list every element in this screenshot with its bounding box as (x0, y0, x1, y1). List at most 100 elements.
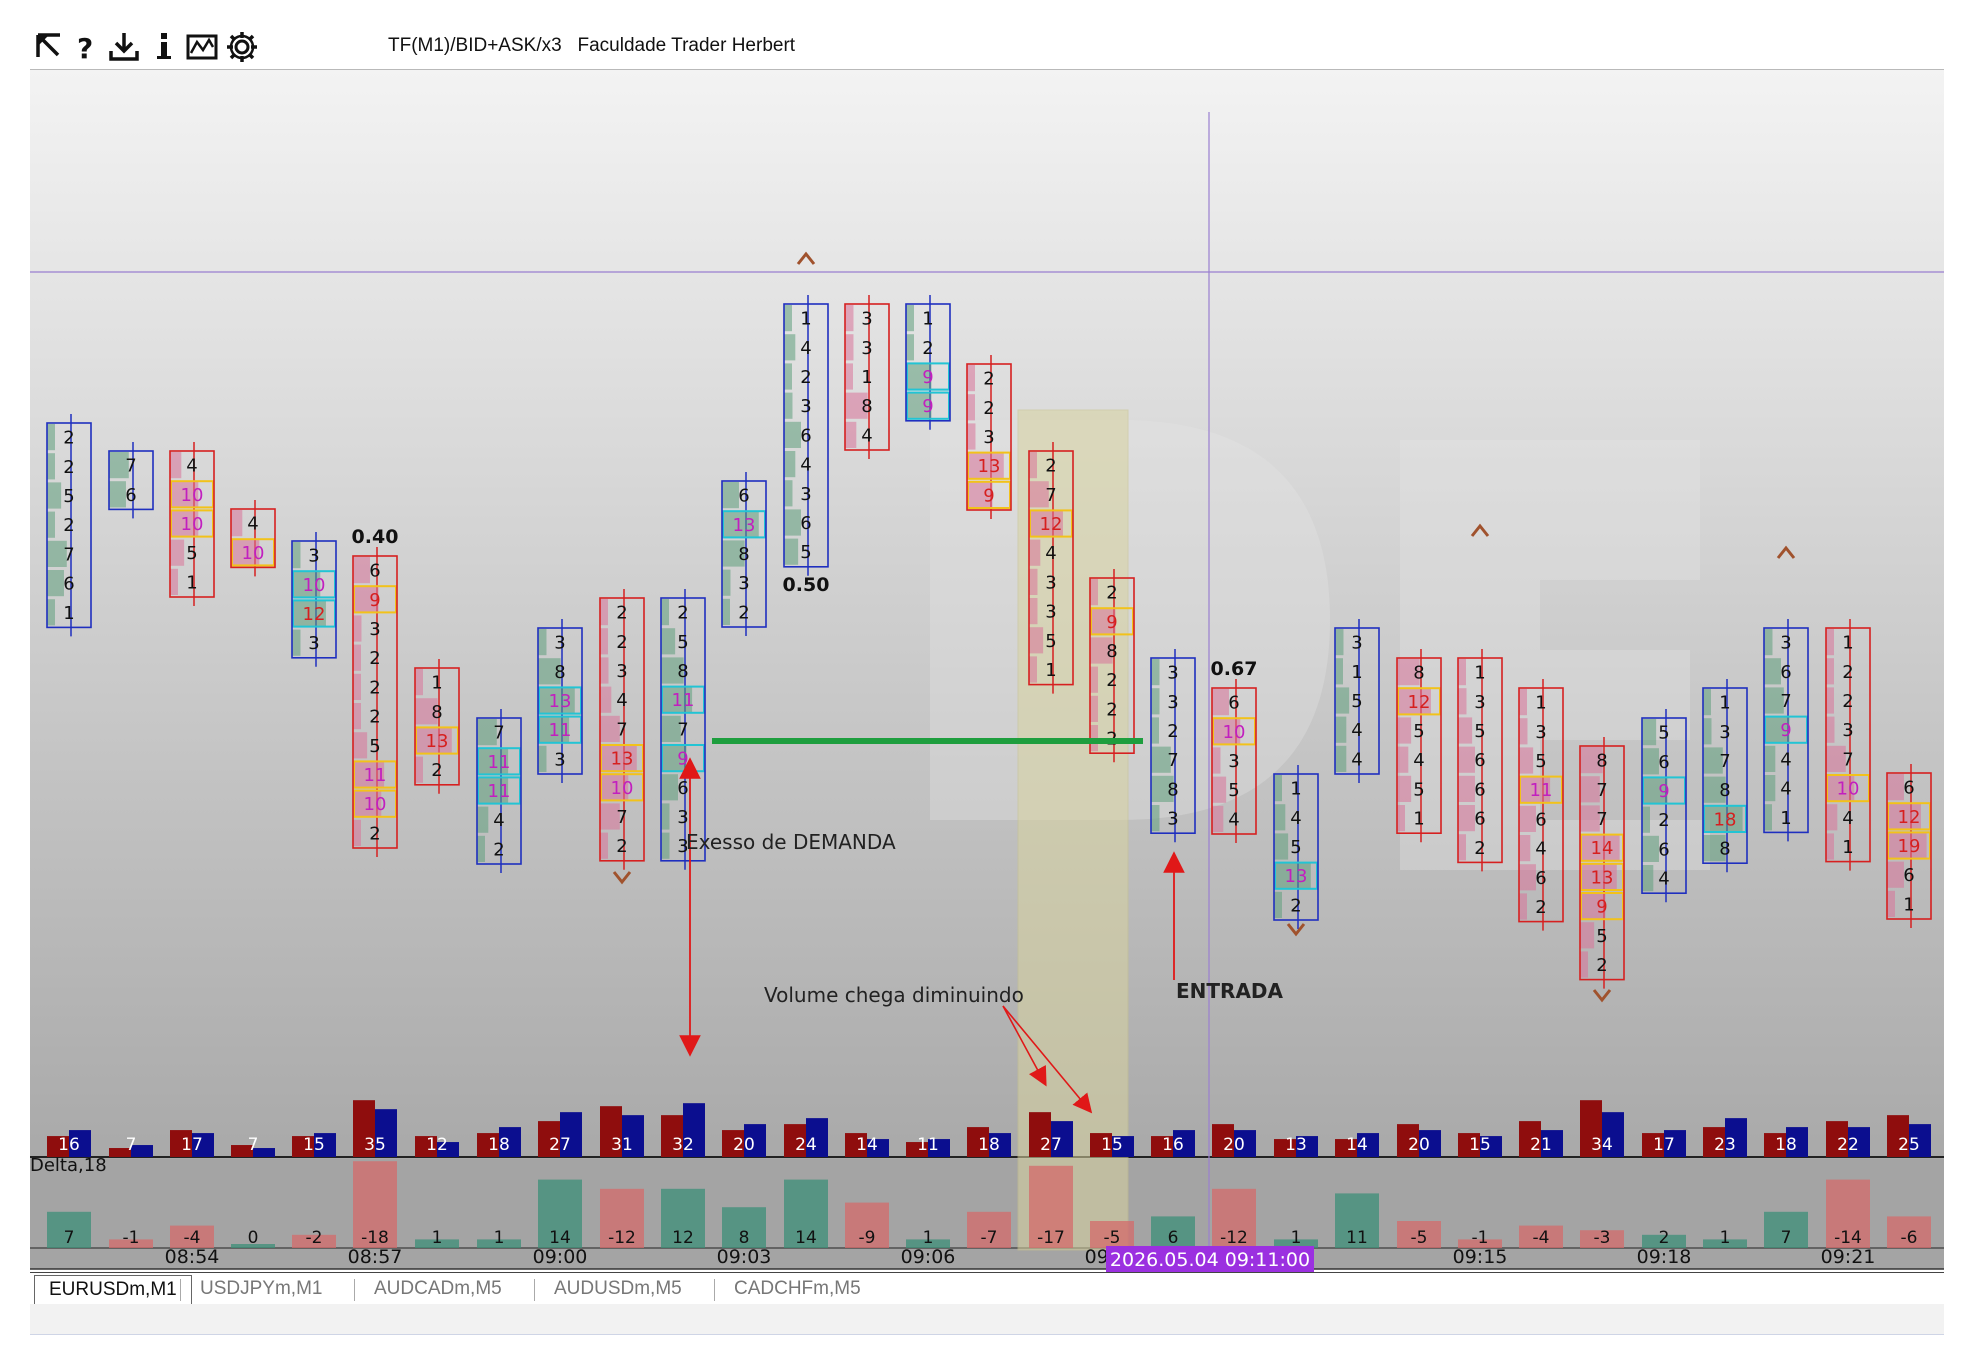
tab-eurusdm-m1[interactable]: EURUSDm,M1 (34, 1275, 192, 1304)
footprint-cell (1458, 834, 1466, 861)
cell-volume-bar (1090, 695, 1098, 722)
footprint-cell (353, 760, 397, 789)
volume-label: 34 (1591, 1135, 1613, 1155)
volume-bar-buy (1541, 1130, 1563, 1157)
cell-value: 3 (1228, 751, 1239, 772)
cell-volume-bar (353, 673, 361, 700)
footprint-cell (967, 365, 975, 392)
time-tick-label: 09:00 (533, 1246, 588, 1268)
volume-bar-buy (69, 1130, 91, 1157)
cell-volume-bar (1029, 598, 1038, 625)
tab-usdjpym-m1[interactable]: USDJPYm,M1 (200, 1278, 323, 1299)
tab-audcadm-m5[interactable]: AUDCADm,M5 (374, 1278, 502, 1299)
footprint-cell (1519, 689, 1527, 716)
footprint-cell (231, 510, 243, 537)
help-icon[interactable]: ? (68, 29, 104, 65)
toolbar: ? TF(M1)/BID+ASK/x3 Faculdade Trader Her… (30, 25, 1944, 70)
cell-value: 4 (493, 810, 504, 831)
footprint-cell (538, 745, 547, 772)
cell-value: 11 (488, 752, 511, 773)
cell-volume-bar (1397, 775, 1412, 802)
volume-bar-sell (1764, 1133, 1786, 1157)
cell-volume-bar (1887, 890, 1895, 917)
footprint-cell (292, 542, 301, 569)
candle-body-box (966, 363, 1012, 511)
cell-imbalance-box (170, 509, 214, 538)
volume-label: 14 (856, 1135, 878, 1155)
download-icon[interactable] (106, 29, 142, 65)
footprint-cell (1274, 833, 1289, 860)
time-tick-label: 09:03 (717, 1246, 772, 1268)
delta-label: -7 (981, 1228, 998, 1248)
cell-volume-bar (1212, 689, 1229, 716)
cell-volume-bar (1151, 775, 1174, 802)
cell-volume-bar (1212, 805, 1224, 832)
cell-value: 4 (1228, 809, 1239, 830)
tab-audusdm-m5[interactable]: AUDUSDm,M5 (554, 1278, 682, 1299)
cell-imbalance-box (1580, 833, 1624, 862)
cell-volume-bar (967, 365, 975, 392)
candle-0 (46, 414, 92, 637)
cell-imbalance-box (1887, 802, 1931, 831)
delta-bar (1764, 1211, 1808, 1248)
cell-imbalance-box (722, 510, 766, 539)
footprint-cell (109, 481, 126, 508)
cell-value: 4 (1658, 869, 1669, 890)
cell-volume-bar (1090, 725, 1098, 752)
cell-imbalance-box (353, 760, 397, 789)
volume-bar-sell (784, 1124, 806, 1157)
footprint-cell (845, 334, 854, 361)
footprint-cell (1826, 658, 1834, 685)
delta-label: -4 (1533, 1228, 1550, 1248)
footprint-cell (1029, 452, 1037, 479)
cell-imbalance-box (1029, 509, 1073, 538)
footprint-cell (661, 803, 670, 830)
gear-icon[interactable] (224, 29, 260, 65)
cell-volume-bar (1764, 658, 1781, 685)
chart-image-icon[interactable] (184, 29, 220, 65)
candle-4 (291, 532, 337, 667)
footprint-cell (600, 803, 620, 830)
delta-label: -12 (608, 1228, 636, 1248)
volume-bar-sell (231, 1145, 253, 1157)
cursor-arrow-icon[interactable] (32, 29, 68, 65)
cell-value: 3 (677, 836, 688, 857)
cell-volume-bar (661, 657, 684, 684)
cell-value: 8 (431, 702, 442, 723)
footprint-cell (538, 715, 582, 744)
candle-29 (1825, 619, 1871, 871)
cell-value: 2 (1658, 810, 1669, 831)
delta-bar (1580, 1230, 1624, 1248)
delta-label: 14 (795, 1228, 817, 1248)
delta-bar (967, 1211, 1011, 1248)
cell-volume-bar (1090, 608, 1116, 635)
volume-annotation: Volume chega diminuindo (764, 983, 1024, 1007)
cell-value: 6 (1658, 752, 1669, 773)
info-icon[interactable] (146, 29, 182, 65)
footprint-cell (477, 719, 497, 746)
cell-volume-bar (47, 424, 55, 451)
candle-body-box (783, 303, 829, 568)
delta-bar (906, 1239, 950, 1248)
candle-body-box (905, 303, 951, 422)
footprint-cell (1580, 776, 1600, 803)
cell-value: 11 (672, 690, 695, 711)
delta-bar (1397, 1221, 1441, 1248)
tab-cadchfm-m5[interactable]: CADCHFm,M5 (734, 1278, 861, 1299)
volume-label: 20 (1408, 1135, 1430, 1155)
volume-bar-buy (928, 1139, 950, 1157)
cell-volume-bar (1764, 745, 1776, 772)
cell-volume-bar (477, 719, 497, 746)
chart-title: TF(M1)/BID+ASK/x3 Faculdade Trader Herbe… (388, 35, 796, 56)
footprint-cell (784, 305, 792, 332)
cell-value: 3 (800, 484, 811, 505)
cell-value: 8 (1596, 751, 1607, 772)
cell-value: 2 (1535, 897, 1546, 918)
cell-value: 2 (369, 677, 380, 698)
cell-volume-bar (170, 568, 178, 595)
cell-value: 3 (1167, 809, 1178, 830)
footprint-cell (1764, 658, 1781, 685)
time-tick-label: 09:21 (1821, 1246, 1876, 1268)
cell-value: 4 (861, 425, 872, 446)
